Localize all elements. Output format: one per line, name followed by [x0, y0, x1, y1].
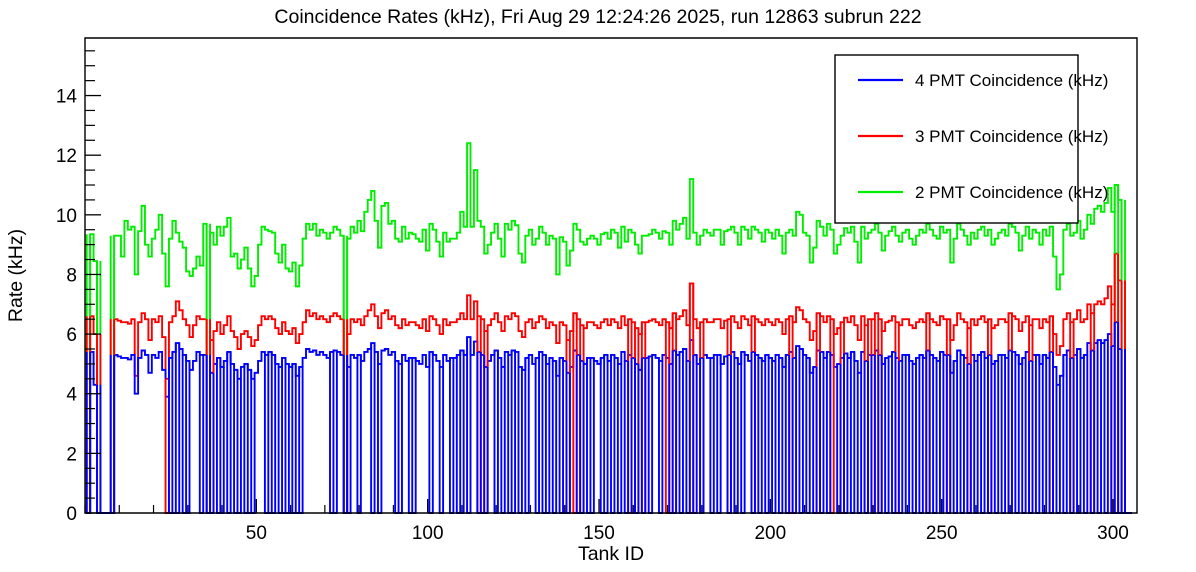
y-tick-label: 14: [56, 87, 78, 108]
legend-frame: [834, 54, 1079, 224]
y-tick-label: 0: [66, 504, 77, 525]
page-title: Coincidence Rates (kHz), Fri Aug 29 12:2…: [274, 6, 922, 28]
y-tick-label: 4: [66, 385, 77, 406]
y-tick-label: 2: [66, 444, 77, 465]
x-tick-label: 50: [246, 523, 267, 544]
y-tick-label: 10: [56, 206, 77, 227]
series-line-2pmt: [86, 142, 1132, 514]
y-tick-label: 12: [56, 146, 77, 167]
x-tick-label: 150: [583, 523, 615, 544]
y-tick-label: 6: [66, 325, 77, 346]
plot-frame: [84, 37, 1138, 514]
series-line-3pmt: [86, 252, 1132, 514]
series-dropouts-4pmt: [85, 322, 1132, 514]
x-tick-label: 100: [412, 523, 444, 544]
x-axis-title: Tank ID: [578, 543, 644, 565]
legend-label-4pmt[interactable]: 4 PMT Coincidence (kHz): [915, 71, 1108, 90]
x-tick-label: 250: [926, 523, 958, 544]
legend-label-3pmt[interactable]: 3 PMT Coincidence (kHz): [915, 127, 1108, 146]
x-tick-label: 200: [754, 523, 786, 544]
legend-label-2pmt[interactable]: 2 PMT Coincidence (kHz): [915, 183, 1108, 202]
x-tick-label: 300: [1097, 523, 1129, 544]
y-axis-title: Rate (kHz): [5, 229, 27, 322]
legend-box[interactable]: 4 PMT Coincidence (kHz) 3 PMT Coincidence…: [834, 54, 1108, 224]
axes-layer: 0 2 4 6 8 10 12 14 50 100 150 200 250 300 Tank ID Rate …: [5, 37, 1138, 565]
y-tick-label: 8: [66, 265, 77, 286]
